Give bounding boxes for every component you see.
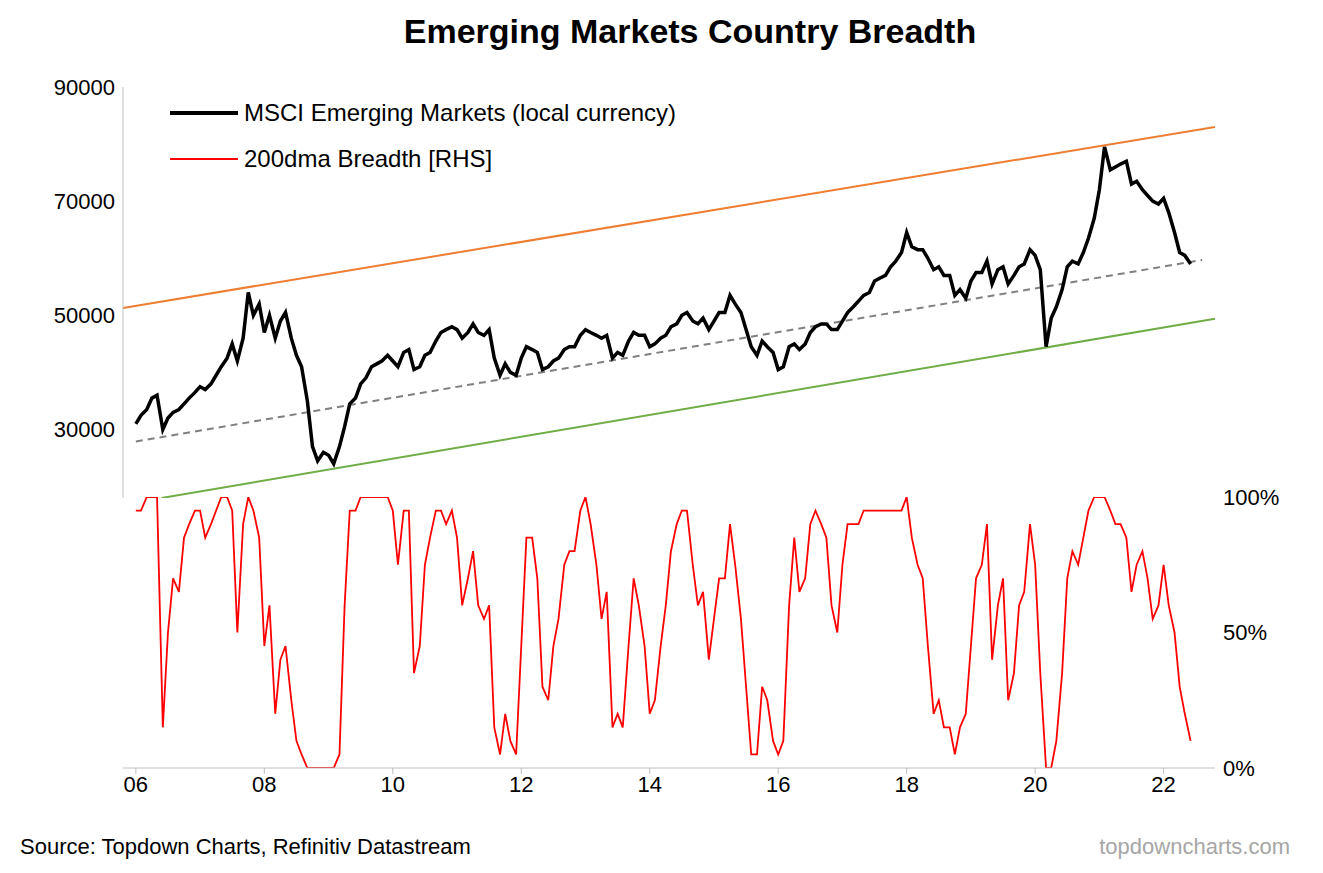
svg-text:70000: 70000 [54,189,115,214]
svg-text:0%: 0% [1223,756,1255,781]
html-text:Source: Topdown Charts, Refini: Source: Topdown Charts, Refinitiv Datast… [20,834,471,859]
svg-text:20: 20 [1023,772,1047,797]
html-text:topdowncharts.com: topdowncharts.com [1099,834,1290,859]
svg-text:08: 08 [252,772,276,797]
svg-text:14: 14 [637,772,661,797]
svg-text:18: 18 [894,772,918,797]
svg-text:16: 16 [766,772,790,797]
html-text:200dma Breadth [RHS]: 200dma Breadth [RHS] [244,145,493,172]
svg-text:90000: 90000 [54,75,115,100]
html-text:MSCI Emerging Markets (local c: MSCI Emerging Markets (local currency) [244,99,677,126]
svg-text:22: 22 [1151,772,1175,797]
svg-text:50%: 50% [1223,620,1267,645]
svg-text:12: 12 [509,772,533,797]
svg-text:50000: 50000 [54,303,115,328]
svg-text:100%: 100% [1223,485,1279,510]
html-text:Emerging Markets Country Bread: Emerging Markets Country Breadth [403,12,977,50]
svg-text:10: 10 [381,772,405,797]
svg-text:30000: 30000 [54,417,115,442]
svg-text:06: 06 [124,772,148,797]
